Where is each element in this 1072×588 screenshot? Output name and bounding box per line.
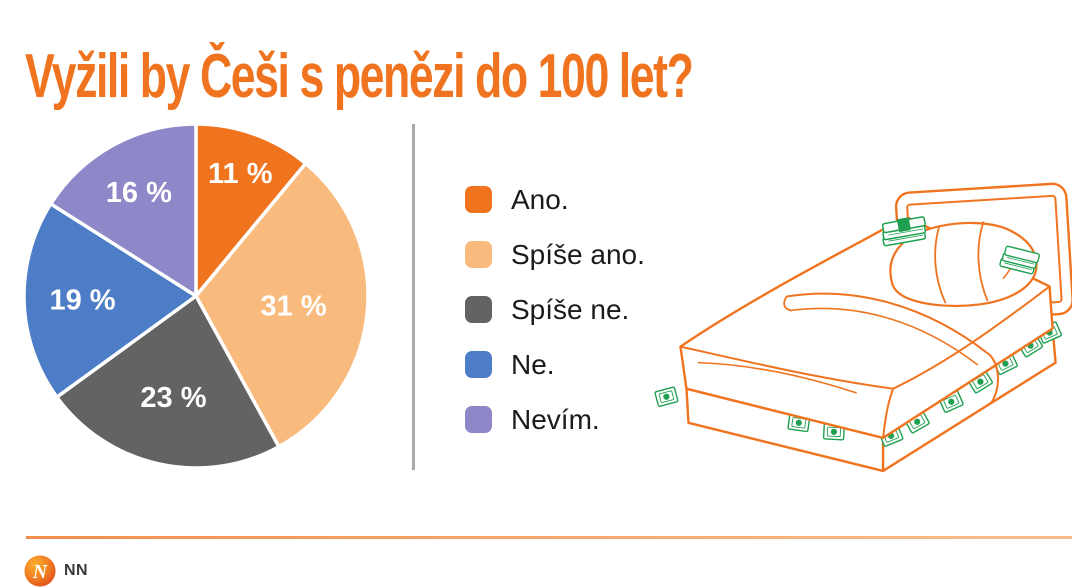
pie-slice-label-0: 11 % bbox=[208, 158, 273, 190]
page-title: Vyžili by Češi s penězi do 100 let? bbox=[25, 41, 694, 111]
legend-label-2: Spíše ne. bbox=[511, 293, 630, 325]
legend-label-1: Spíše ano. bbox=[511, 238, 645, 270]
legend-swatch-4 bbox=[465, 406, 492, 433]
legend-swatch-1 bbox=[465, 241, 492, 268]
legend-label-4: Nevím. bbox=[511, 403, 600, 435]
pie-chart-svg: 11 % 31 % 23 % 19 % 16 % bbox=[22, 122, 370, 470]
legend-label-0: Ano. bbox=[511, 183, 569, 215]
pie-slice-label-3: 19 % bbox=[49, 285, 115, 317]
pie-slice-label-4: 16 % bbox=[106, 177, 172, 209]
nn-logo-text: NN bbox=[64, 562, 89, 579]
chart-legend: Ano. Spíše ano. Spíše ne. Ne. Nevím. bbox=[465, 183, 645, 461]
legend-item-0: Ano. bbox=[465, 183, 645, 215]
legend-swatch-0 bbox=[465, 186, 492, 213]
nn-logo-monogram: N bbox=[32, 561, 48, 583]
legend-item-4: Nevím. bbox=[465, 403, 645, 435]
legend-swatch-3 bbox=[465, 351, 492, 378]
legend-item-2: Spíše ne. bbox=[465, 293, 645, 325]
footer-rule bbox=[26, 536, 1072, 539]
pie-slice-label-2: 23 % bbox=[140, 382, 206, 414]
pie-slice-label-1: 31 % bbox=[261, 290, 327, 322]
pie-slice-3 bbox=[22, 202, 198, 399]
bed-money-illustration bbox=[654, 182, 1072, 473]
legend-swatch-2 bbox=[465, 296, 492, 323]
pie-slice-1 bbox=[194, 161, 370, 449]
vertical-divider bbox=[412, 124, 415, 470]
pie-slice-4 bbox=[49, 122, 198, 298]
pie-slice-2 bbox=[55, 294, 281, 470]
legend-label-3: Ne. bbox=[511, 348, 555, 380]
pie-chart: 11 % 31 % 23 % 19 % 16 % bbox=[18, 118, 374, 474]
legend-item-3: Ne. bbox=[465, 348, 645, 380]
nn-logo: N NN bbox=[24, 555, 88, 587]
money-stack-left bbox=[881, 216, 927, 247]
pie-slice-0 bbox=[194, 122, 308, 298]
money-stack-right bbox=[999, 245, 1040, 275]
legend-item-1: Spíše ano. bbox=[465, 238, 645, 270]
nn-logo-icon: N bbox=[24, 555, 56, 587]
